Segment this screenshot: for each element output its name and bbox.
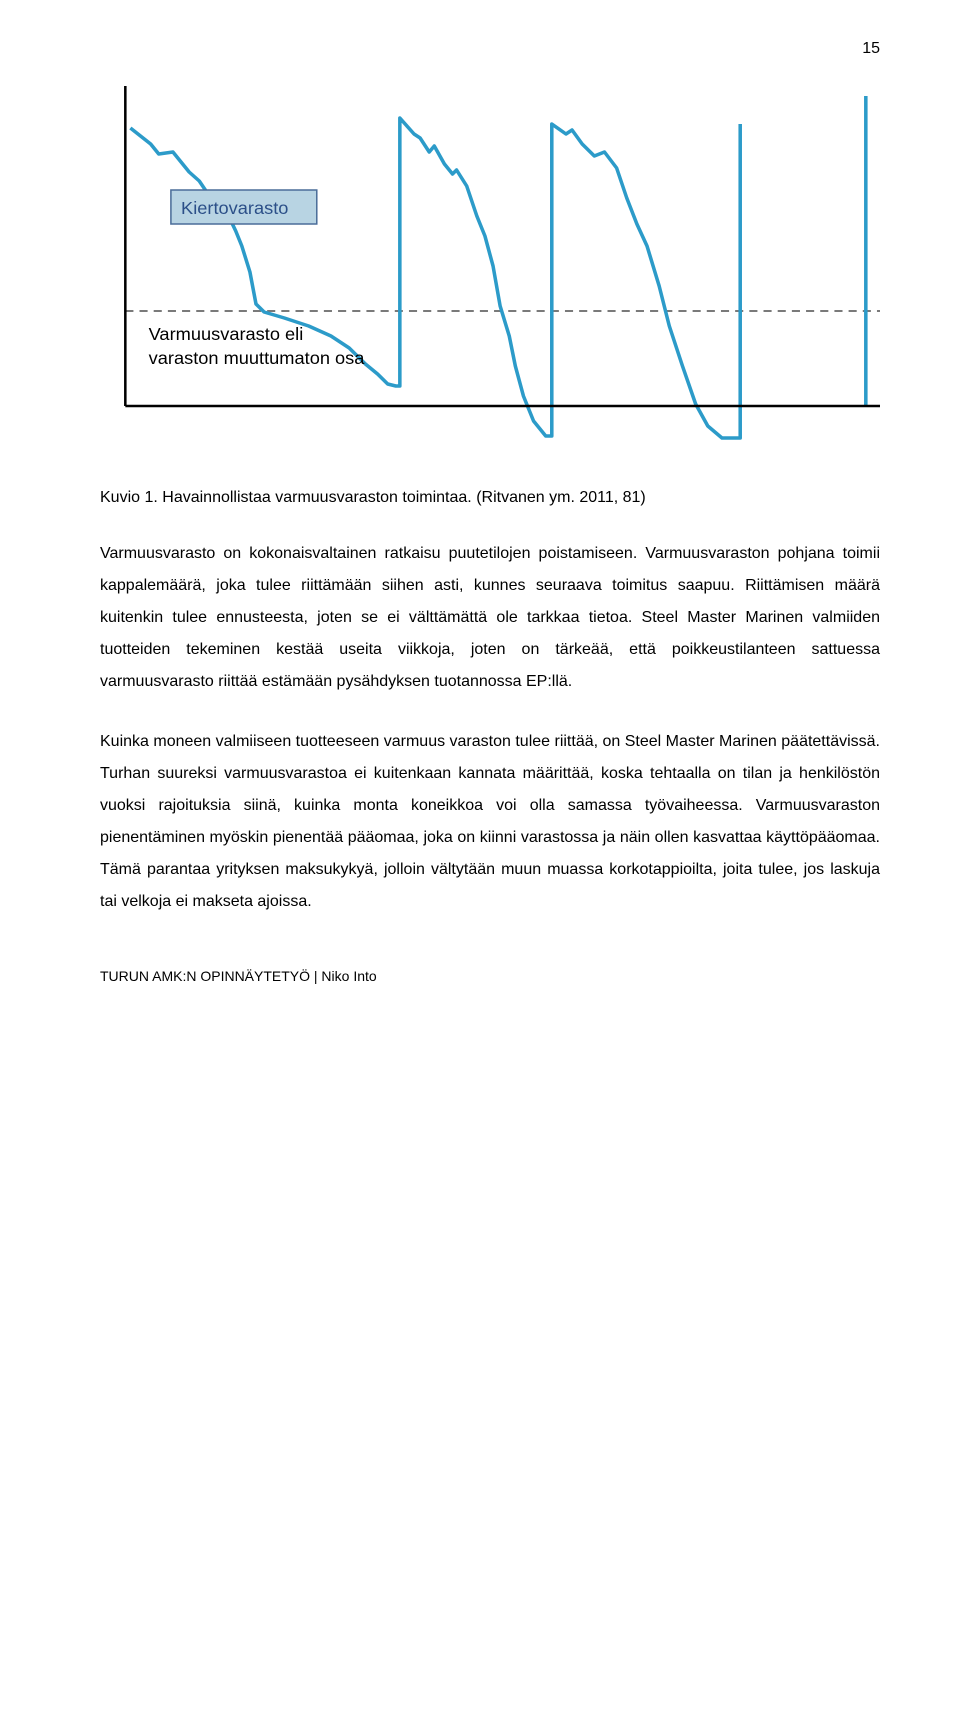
figure-caption: Kuvio 1. Havainnollistaa varmuusvaraston…	[100, 486, 880, 510]
svg-text:Kiertovarasto: Kiertovarasto	[181, 198, 288, 218]
page-footer: TURUN AMK:N OPINNÄYTETYÖ | Niko Into	[100, 968, 880, 984]
svg-text:varaston muuttumaton osa: varaston muuttumaton osa	[149, 348, 366, 368]
body-paragraph-1: Varmuusvarasto on kokonaisvaltainen ratk…	[100, 538, 880, 698]
svg-text:Varmuusvarasto eli: Varmuusvarasto eli	[149, 324, 304, 344]
page-number: 15	[100, 40, 880, 58]
body-paragraph-2: Kuinka moneen valmiiseen tuotteeseen var…	[100, 726, 880, 918]
inventory-chart: Kiertovarasto Varmuusvarasto eli varaston …	[100, 86, 880, 446]
